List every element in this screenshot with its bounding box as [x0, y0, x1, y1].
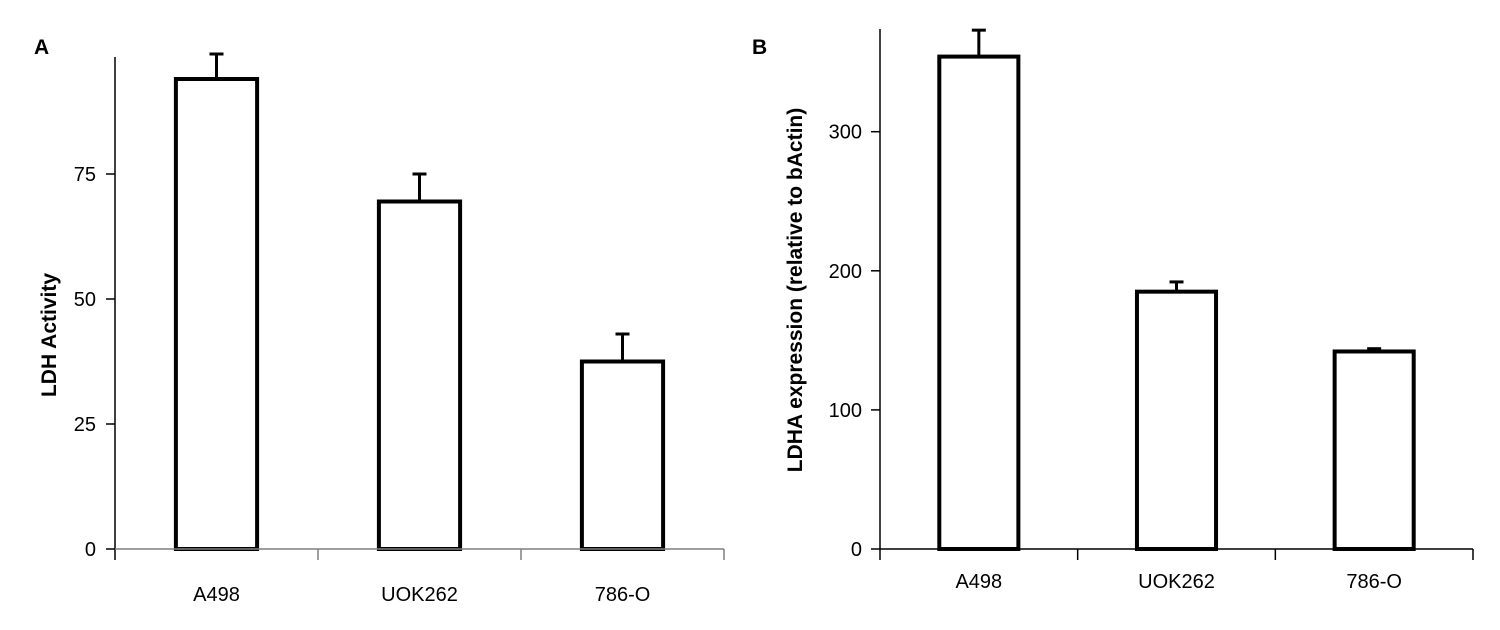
panel-a-y-ticks: 0 25 50 75: [74, 164, 115, 561]
panel-b-y-ticks: 0 100 200 300: [829, 122, 880, 561]
y-tick-label: 200: [829, 261, 862, 283]
panel-a: A LDH Activity 0 25 50 75 A498 UOK262 786-O: [34, 36, 725, 606]
x-tick-label: UOK262: [381, 584, 458, 606]
panel-b-x-ticks: A498 UOK262 786-O: [955, 549, 1474, 593]
bar-a498: [937, 54, 1021, 551]
y-tick-label: 50: [74, 289, 96, 311]
y-tick-label: 0: [851, 539, 862, 561]
y-tick-label: 0: [85, 539, 96, 561]
bar-uok262: [1134, 289, 1219, 551]
x-tick-label: A498: [193, 584, 240, 606]
panel-b-bars: [937, 54, 1416, 551]
x-tick-label: A498: [955, 571, 1002, 593]
x-tick-label: 786-O: [1346, 571, 1402, 593]
bar-786-o: [579, 359, 666, 551]
panel-a-x-ticks: A498 UOK262 786-O: [193, 549, 725, 606]
panel-a-error-bars: [209, 52, 630, 362]
x-tick-label: 786-O: [595, 584, 651, 606]
bar-786-o: [1332, 349, 1416, 551]
y-tick-label: 75: [74, 164, 96, 186]
panel-b: B LDHA expression (relative to bActin) 0…: [752, 28, 1474, 593]
panel-a-bars: [173, 77, 666, 551]
bar-uok262: [376, 199, 463, 551]
panel-a-letter: A: [34, 36, 49, 59]
y-tick-label: 100: [829, 400, 862, 422]
panel-a-y-axis-label: LDH Activity: [38, 273, 61, 397]
y-tick-label: 300: [829, 122, 862, 144]
panel-b-error-bars: [971, 28, 1382, 352]
y-tick-label: 25: [74, 414, 96, 436]
panel-b-letter: B: [752, 36, 767, 59]
panel-b-y-axis-label: LDHA expression (relative to bActin): [784, 108, 807, 472]
x-tick-label: UOK262: [1138, 571, 1215, 593]
bar-a498: [173, 77, 260, 551]
